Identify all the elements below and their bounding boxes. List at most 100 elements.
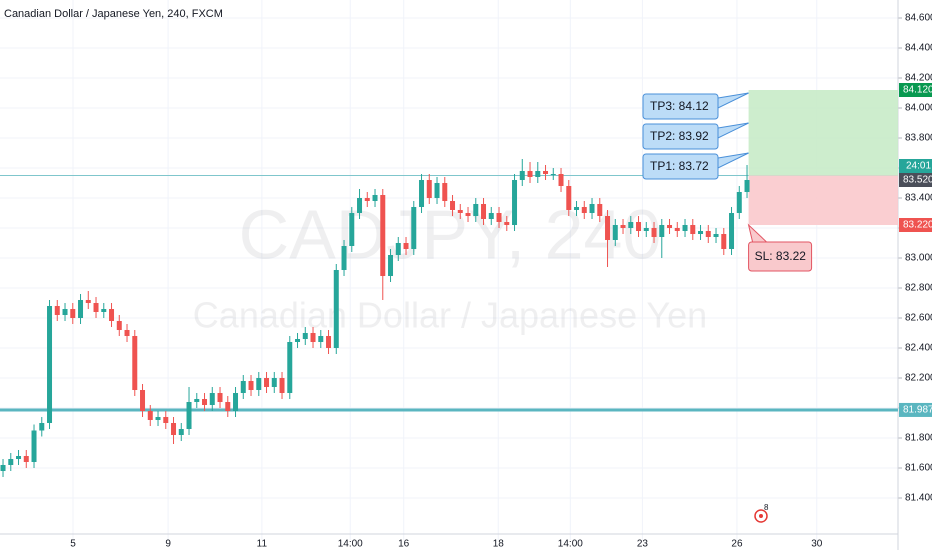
y-tick-label: 84.600 <box>905 13 932 24</box>
candle-body <box>0 465 6 471</box>
x-tick-label: 23 <box>637 539 649 550</box>
candle-body <box>729 213 735 249</box>
candle-body <box>628 222 634 228</box>
candle-body <box>395 243 401 255</box>
candle-body <box>209 393 215 405</box>
candle-body <box>248 381 254 390</box>
candle-body <box>318 336 324 342</box>
candle-body <box>512 180 518 225</box>
candle-body <box>54 306 60 315</box>
candle-body <box>287 342 293 393</box>
candle-body <box>380 195 386 276</box>
candle-body <box>186 402 192 429</box>
candle-body <box>171 423 177 435</box>
candle-body <box>341 246 347 270</box>
candle-body <box>333 270 339 348</box>
candle-body <box>519 171 525 180</box>
x-tick-label: 5 <box>70 539 76 550</box>
candle-body <box>233 393 239 411</box>
candle-body <box>636 222 642 231</box>
candle-body <box>465 213 471 216</box>
candle-body <box>8 459 14 465</box>
price-label-bg <box>899 402 932 417</box>
candle-body <box>155 417 161 420</box>
candle-body <box>78 300 84 318</box>
candle-body <box>23 456 29 462</box>
tp-callout: TP3: 84.12 <box>642 92 749 120</box>
candle-body <box>39 423 45 431</box>
candle-body <box>240 381 246 393</box>
candle-body <box>504 222 510 225</box>
candle-body <box>163 417 169 423</box>
candle-body <box>589 204 595 213</box>
candle-body <box>70 309 76 318</box>
candle-body <box>93 303 99 312</box>
watermark: Canadian Dollar / Japanese Yen <box>193 295 707 336</box>
candle-body <box>302 333 308 339</box>
candle-body <box>16 456 22 459</box>
candle-body <box>310 333 316 342</box>
candle-body <box>357 198 363 213</box>
candle-body <box>643 228 649 231</box>
sl-callout: SL: 83.22 <box>747 223 813 272</box>
candle-body <box>659 225 665 237</box>
price-label: 81.987 <box>903 405 932 416</box>
candle-body <box>558 174 564 186</box>
candle-body <box>674 228 680 231</box>
y-tick-label: 83.800 <box>905 133 932 144</box>
callout-box <box>642 93 719 120</box>
candle-body <box>264 378 270 387</box>
candle-body <box>116 321 122 330</box>
tp-callout: TP1: 83.72 <box>642 152 749 180</box>
candle-body <box>279 378 285 393</box>
candle-body <box>349 213 355 246</box>
y-tick-label: 81.600 <box>905 463 932 474</box>
candle-body <box>605 216 611 240</box>
candle-body <box>194 399 200 402</box>
candle-body <box>698 231 704 234</box>
candle-body <box>31 430 37 462</box>
x-tick-label: 9 <box>165 539 171 550</box>
callout-pointer <box>717 122 749 139</box>
y-tick-label: 82.800 <box>905 283 932 294</box>
candle-body <box>457 210 463 213</box>
candle-body <box>620 225 626 228</box>
x-tick-label: 11 <box>257 539 268 550</box>
candle-body <box>434 183 440 198</box>
callout-label: TP1: 83.72 <box>650 159 709 173</box>
candle-body <box>101 309 107 312</box>
candle-body <box>597 204 603 216</box>
y-tick-label: 81.800 <box>905 433 932 444</box>
candle-body <box>364 198 370 201</box>
callout-box <box>642 153 719 180</box>
candle-body <box>62 309 68 315</box>
candle-body <box>612 225 618 240</box>
candle-body <box>721 234 727 249</box>
candle-body <box>481 204 487 219</box>
price-label-bg <box>899 173 932 187</box>
event-count: 8 <box>764 503 769 512</box>
candle-body <box>488 213 494 219</box>
countdown-label: 24:01 <box>906 161 931 172</box>
candle-body <box>527 171 533 177</box>
chart-title: Canadian Dollar / Japanese Yen, 240, FXC… <box>4 8 223 20</box>
candle-body <box>705 231 711 237</box>
y-tick-label: 82.200 <box>905 373 932 384</box>
price-label: 84.120 <box>903 85 932 96</box>
candle-body <box>47 306 53 423</box>
candle-body <box>124 330 130 336</box>
x-tick-label: 18 <box>493 539 505 550</box>
x-tick-label: 14:00 <box>338 539 363 550</box>
x-tick-label: 30 <box>811 539 823 550</box>
y-tick-label: 82.600 <box>905 313 932 324</box>
x-tick-label: 14:00 <box>558 539 583 550</box>
candle-body <box>426 180 432 198</box>
loss-zone <box>748 175 898 225</box>
candle-body <box>690 225 696 234</box>
candle-body <box>667 225 673 228</box>
y-tick-label: 82.400 <box>905 343 932 354</box>
candle-body <box>744 180 750 192</box>
y-tick-label: 81.400 <box>905 493 932 504</box>
candle-body <box>543 171 549 174</box>
